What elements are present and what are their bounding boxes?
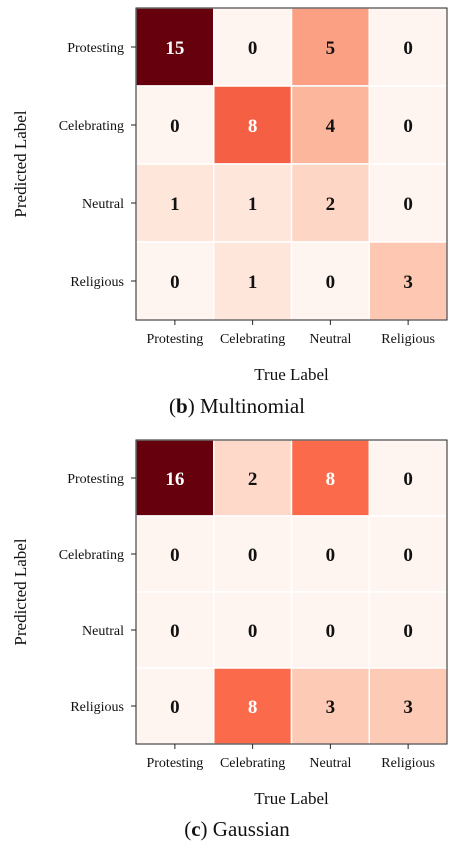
- multinomial-caption-letter: b: [176, 394, 188, 418]
- cell-value-label: 0: [403, 194, 413, 215]
- heatmap-cell: [368, 241, 448, 321]
- x-tick-label: Protesting: [146, 756, 203, 771]
- cell-value-label: 0: [248, 545, 258, 566]
- cell-value-label: 0: [326, 621, 336, 642]
- cell-value-label: 0: [170, 116, 180, 137]
- heatmap-cell: [135, 591, 215, 669]
- y-tick-label: Neutral: [82, 624, 124, 639]
- cell-value-label: 0: [403, 621, 413, 642]
- x-axis-label: True Label: [254, 365, 329, 384]
- gaussian-confusion-matrix: 16 2 8 0 0 0 0 0 0 0 0 0 0 8 3 3 Protesting Celebrating Ne…: [11, 439, 448, 808]
- heatmap-cell: [290, 439, 370, 517]
- y-tick-label: Religious: [70, 275, 124, 290]
- y-tick-label: Religious: [70, 700, 124, 715]
- cell-value-label: 0: [326, 272, 336, 293]
- x-tick-label: Celebrating: [220, 756, 285, 771]
- cell-value-label: 3: [403, 697, 413, 718]
- x-tick-label: Celebrating: [220, 332, 285, 347]
- cell-value-label: 0: [248, 38, 258, 59]
- cell-value-label: 1: [248, 194, 258, 215]
- plot-frame: [135, 7, 448, 321]
- heatmap-cell: [368, 439, 448, 517]
- cell-value-label: 1: [170, 194, 180, 215]
- heatmap-cell: [135, 7, 215, 87]
- heatmap-cell: [213, 241, 293, 321]
- heatmap-cell: [213, 85, 293, 165]
- cell-value-label: 0: [170, 621, 180, 642]
- cell-value-label: 16: [165, 469, 184, 490]
- y-axis-label: Predicted Label: [11, 538, 30, 645]
- cell-value-label: 0: [170, 697, 180, 718]
- heatmap-cell: [213, 439, 293, 517]
- x-tick-label: Protesting: [146, 332, 203, 347]
- heatmap-cell: [368, 515, 448, 593]
- multinomial-panel: 15 0 5 0 0 8 4 0 1 1 2 0 0 1 0 3 Protesting Celebrating Ne…: [11, 7, 448, 418]
- multinomial-confusion-matrix: 15 0 5 0 0 8 4 0 1 1 2 0 0 1 0 3 Protesting Celebrating Ne…: [11, 7, 448, 384]
- y-tick-label: Protesting: [67, 41, 124, 56]
- cell-value-label: 8: [248, 697, 258, 718]
- x-tick-label: Neutral: [309, 756, 351, 771]
- heatmap-cell: [290, 591, 370, 669]
- cell-value-label: 15: [165, 38, 184, 59]
- cell-value-label: 4: [326, 116, 336, 137]
- y-axis-label: Predicted Label: [11, 110, 30, 217]
- y-tick-label: Celebrating: [59, 548, 124, 563]
- gaussian-caption-name: Gaussian: [212, 817, 290, 841]
- cell-value-label: 1: [248, 272, 258, 293]
- heatmap-cell: [368, 163, 448, 243]
- plot-frame: [135, 439, 448, 745]
- y-tick-label: Neutral: [82, 197, 124, 212]
- heatmap-cell: [213, 7, 293, 87]
- cell-value-label: 0: [248, 621, 258, 642]
- cell-value-label: 8: [248, 116, 258, 137]
- cell-value-label: 3: [403, 272, 413, 293]
- cell-value-label: 5: [326, 38, 336, 59]
- x-axis-label: True Label: [254, 789, 329, 808]
- x-tick-label: Neutral: [309, 332, 351, 347]
- multinomial-caption-name: Multinomial: [199, 394, 305, 418]
- cell-value-label: 0: [403, 469, 413, 490]
- x-tick-label: Religious: [381, 756, 435, 771]
- heatmap-cell: [135, 515, 215, 593]
- heatmap-cell: [213, 163, 293, 243]
- heatmap-cell: [368, 591, 448, 669]
- cell-value-label: 3: [326, 697, 336, 718]
- cell-value-label: 0: [403, 38, 413, 59]
- heatmap-cell: [368, 85, 448, 165]
- cell-value-label: 8: [326, 469, 336, 490]
- cell-value-label: 0: [170, 272, 180, 293]
- x-tick-label: Religious: [381, 332, 435, 347]
- gaussian-panel: 16 2 8 0 0 0 0 0 0 0 0 0 0 8 3 3 Protesting Celebrating Ne…: [0, 432, 474, 859]
- y-tick-label: Protesting: [67, 472, 124, 487]
- heatmap-cell: [135, 439, 215, 517]
- cell-value-label: 0: [403, 116, 413, 137]
- gaussian-caption-letter: c: [191, 817, 201, 841]
- cell-value-label: 0: [170, 545, 180, 566]
- cell-value-label: 0: [403, 545, 413, 566]
- cell-value-label: 2: [326, 194, 336, 215]
- heatmap-cell: [213, 591, 293, 669]
- gaussian-caption: (c) Gaussian: [184, 817, 290, 841]
- y-tick-label: Celebrating: [59, 119, 124, 134]
- cell-value-label: 2: [248, 469, 258, 490]
- multinomial-caption: (b) Multinomial: [169, 394, 305, 418]
- cell-value-label: 0: [326, 545, 336, 566]
